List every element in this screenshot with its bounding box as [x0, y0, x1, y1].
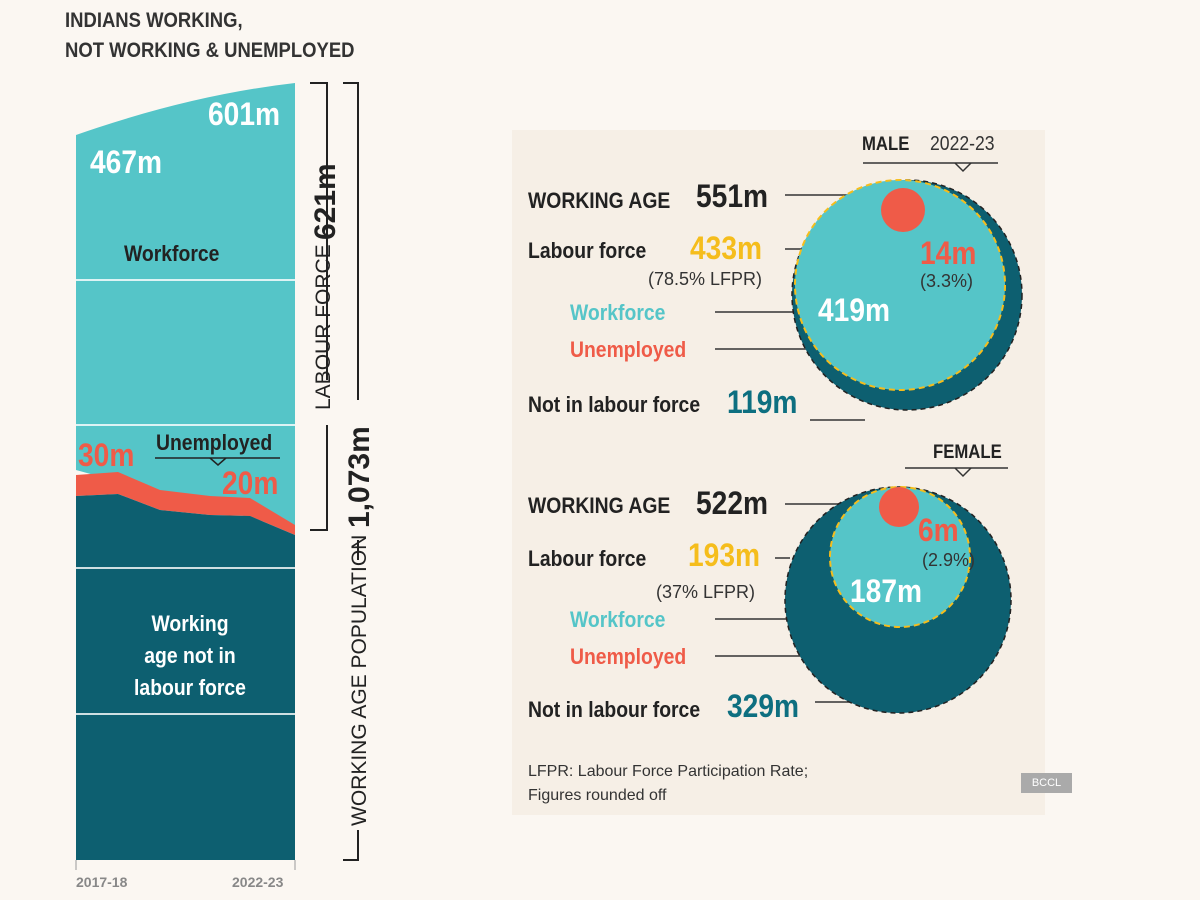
male-labour-force-label: Labour force	[528, 238, 647, 263]
chart-title: INDIANS WORKING, NOT WORKING & UNEMPLOYED	[65, 6, 355, 66]
bccl-watermark: BCCL	[1021, 773, 1072, 793]
male-unemployed-value: 14m	[920, 235, 977, 271]
female-workforce-value: 187m	[850, 573, 923, 609]
unemployed-label: Unemployed	[156, 430, 273, 455]
unemployed-end-label: 20m	[222, 465, 279, 501]
workforce-start-label: 467m	[90, 144, 163, 180]
unemployed-area	[76, 472, 295, 535]
labour-force-bracket	[310, 82, 328, 531]
female-unemployed-rate: (2.9%)	[922, 550, 976, 570]
nilf-label: Working age not in labour force	[128, 608, 251, 704]
male-workforce-value: 419m	[818, 292, 891, 328]
x-tick-2017-18: 2017-18	[76, 874, 128, 890]
gridlines	[76, 279, 295, 715]
male-heading: MALE	[862, 134, 910, 155]
male-nilf-label: Not in labour force	[528, 392, 701, 417]
workforce-area	[76, 83, 295, 530]
female-working-age-value: 522m	[696, 485, 769, 521]
female-workforce-label: Workforce	[570, 607, 666, 632]
female-lfpr: (37% LFPR)	[656, 582, 756, 602]
male-labour-force-circle	[794, 179, 1006, 391]
title-line-2: NOT WORKING & UNEMPLOYED	[65, 39, 355, 62]
footnote: LFPR: Labour Force Participation Rate; Fi…	[528, 760, 808, 808]
workforce-label: Workforce	[124, 241, 220, 266]
male-unemployed-rate: (3.3%)	[920, 271, 974, 291]
female-labour-force-circle	[829, 486, 971, 628]
male-nilf-value: 119m	[727, 384, 798, 420]
male-lfpr: (78.5% LFPR)	[648, 269, 763, 289]
female-nilf-label: Not in labour force	[528, 697, 701, 722]
footnote-line-1: LFPR: Labour Force Participation Rate;	[528, 763, 809, 780]
nilf-line-3: labour force	[134, 675, 246, 700]
nilf-area	[76, 494, 295, 860]
unemployed-pointer-caret	[209, 457, 227, 466]
workforce-end-label: 601m	[208, 96, 281, 132]
male-unemployed-label: Unemployed	[570, 337, 687, 362]
female-working-age-label: WORKING AGE	[528, 493, 671, 518]
male-labour-force-value: 433m	[690, 230, 763, 266]
female-unemployed-value: 6m	[918, 512, 959, 548]
area-chart	[75, 82, 359, 870]
female-unemployed-label: Unemployed	[570, 644, 687, 669]
male-unemployed-circle	[881, 188, 925, 232]
female-heading: FEMALE	[933, 442, 1002, 463]
x-tick-2022-23: 2022-23	[232, 874, 284, 890]
nilf-line-2: age not in	[144, 643, 236, 668]
male-workforce-label: Workforce	[570, 300, 666, 325]
male-working-age-label: WORKING AGE	[528, 188, 671, 213]
female-unemployed-circle	[879, 487, 919, 527]
title-line-1: INDIANS WORKING,	[65, 9, 243, 32]
male-working-age-value: 551m	[696, 178, 769, 214]
footnote-line-2: Figures rounded off	[528, 787, 667, 804]
nilf-line-1: Working	[151, 611, 229, 636]
female-labour-force-value: 193m	[688, 537, 761, 573]
female-nilf-value: 329m	[727, 688, 800, 724]
male-year: 2022-23	[930, 133, 995, 155]
female-labour-force-label: Labour force	[528, 546, 647, 571]
unemployed-start-label: 30m	[78, 437, 135, 473]
working-age-bracket	[343, 82, 359, 861]
